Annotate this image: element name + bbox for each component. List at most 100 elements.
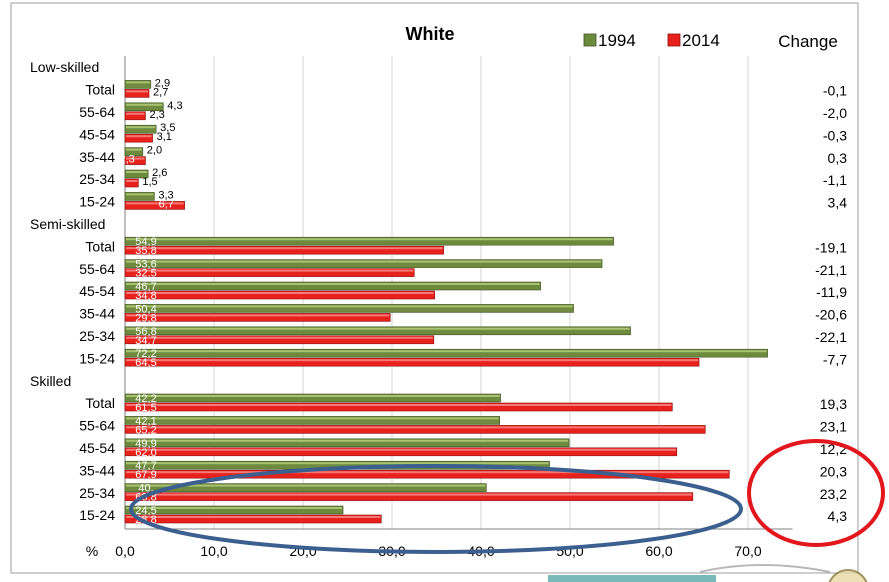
value-label-2014: 35,8 [135, 245, 156, 257]
change-value: -2,0 [823, 105, 847, 121]
category-label: 25-34 [79, 328, 115, 344]
change-column-header: Change [778, 32, 838, 51]
change-value: 23,2 [820, 486, 847, 502]
value-label-2014: 62,0 [135, 447, 156, 459]
bar-1994 [124, 505, 344, 515]
bar-1994-highlight [126, 462, 549, 465]
bar-1994 [124, 304, 574, 313]
bar-2014 [124, 335, 435, 345]
value-label-2014: 34,7 [135, 335, 156, 347]
category-label: 35-44 [79, 149, 115, 165]
bar-2014-highlight [126, 471, 729, 474]
bar-2014 [124, 111, 146, 121]
bar-2014-highlight [126, 314, 390, 317]
bar-1994 [124, 326, 631, 336]
category-label: 25-34 [79, 171, 115, 187]
bar-2014-highlight [126, 112, 145, 115]
legend: 1994 2014 [583, 31, 720, 50]
bar-2014-highlight [126, 157, 145, 160]
bar-2014 [124, 156, 146, 165]
x-tick-label: 10,0 [200, 543, 227, 559]
x-axis: % 0,0 10,0 20,0 30,0 40,0 50,0 60,0 70,0 [86, 543, 762, 559]
value-label-2014: 64,5 [135, 357, 156, 369]
bar-1994-highlight [126, 148, 142, 151]
bar-1994-highlight [126, 417, 499, 420]
category-label: 35-44 [79, 306, 115, 322]
bar-1994 [124, 259, 603, 268]
x-tick-label: 70,0 [734, 543, 761, 559]
category-label: Total [85, 82, 115, 98]
bar-1994-highlight [126, 193, 154, 196]
change-value: 0,3 [828, 150, 848, 166]
bar-1994-highlight [126, 171, 148, 173]
bar-2014 [124, 201, 185, 210]
change-value: 23,1 [820, 419, 847, 435]
bar-2014-highlight [126, 336, 433, 339]
red-highlight-ellipse [747, 439, 885, 547]
bar-1994-highlight [126, 507, 343, 509]
chart-title: White [406, 24, 455, 44]
category-label: 35-44 [79, 462, 115, 478]
bar-2014-highlight [126, 247, 443, 250]
legend-swatch-2014 [667, 33, 681, 47]
value-label-1994: 42,1 [135, 415, 156, 427]
category-label: 25-34 [79, 485, 115, 501]
bar-1994 [124, 438, 570, 448]
bar-1994-highlight [126, 327, 630, 330]
decorative-logo-fragment [548, 564, 868, 582]
category-label: Total [85, 238, 115, 254]
bar-1994 [124, 281, 541, 291]
bar-1994 [124, 348, 768, 358]
bar-2014-highlight [126, 269, 414, 272]
bar-1994 [124, 102, 164, 112]
x-axis-label: % [86, 543, 98, 559]
category-label: 15-24 [79, 507, 115, 523]
value-label-2014: 6,7 [159, 198, 174, 210]
category-label: 55-64 [79, 418, 115, 434]
change-value: -1,1 [823, 172, 847, 188]
value-label-2014: 34,8 [135, 290, 156, 302]
value-label-1994: 49,9 [135, 438, 156, 450]
bar-2014 [124, 133, 153, 143]
change-value: 19,3 [820, 396, 847, 412]
value-labels: 2,92,74,32,33,53,12,02,32,61,53,36,754,9… [119, 77, 182, 526]
value-label-2014: 3,1 [157, 131, 172, 143]
value-label-1994: 3,5 [160, 122, 175, 134]
bar-2014 [124, 357, 700, 367]
bar-1994 [124, 80, 152, 89]
bar-2014-highlight [126, 135, 152, 138]
change-value: 3,4 [828, 195, 848, 211]
value-label-1994: 50,4 [135, 303, 156, 315]
bar-1994 [124, 147, 144, 156]
change-value: -22,1 [815, 329, 847, 345]
blue-highlight-ellipse [129, 464, 743, 554]
change-value: -0,3 [823, 127, 847, 143]
bar-2014 [124, 425, 706, 434]
bar-1994 [124, 169, 149, 179]
value-label-1994: 24,5 [135, 505, 156, 517]
value-label-2014: 61,5 [135, 402, 156, 414]
bar-1994-highlight [126, 103, 163, 106]
bar-2014 [124, 178, 139, 188]
legend-swatch-1994 [583, 33, 597, 47]
bar-2014 [124, 469, 730, 479]
bar-2014-highlight [126, 426, 705, 429]
value-label-1994: 3,3 [158, 189, 173, 201]
category-label: 15-24 [79, 194, 115, 210]
value-label-1994: 72,2 [135, 348, 156, 360]
change-value: 4,3 [828, 508, 848, 524]
bar-2014-highlight [126, 448, 676, 451]
bar-2014 [124, 402, 673, 412]
change-value: -19,1 [815, 239, 847, 255]
value-label-1994: 2,9 [155, 77, 170, 89]
bar-2014-highlight [126, 180, 138, 182]
bar-1994 [124, 416, 500, 425]
bar-2014-highlight [126, 90, 149, 93]
bar-2014 [124, 245, 444, 255]
change-value: -7,7 [823, 351, 847, 367]
value-label-1994: 46,7 [135, 281, 156, 293]
bar-2014-highlight [126, 493, 692, 496]
value-label-1994: 54,9 [135, 236, 156, 248]
x-tick-label: 60,0 [645, 543, 672, 559]
